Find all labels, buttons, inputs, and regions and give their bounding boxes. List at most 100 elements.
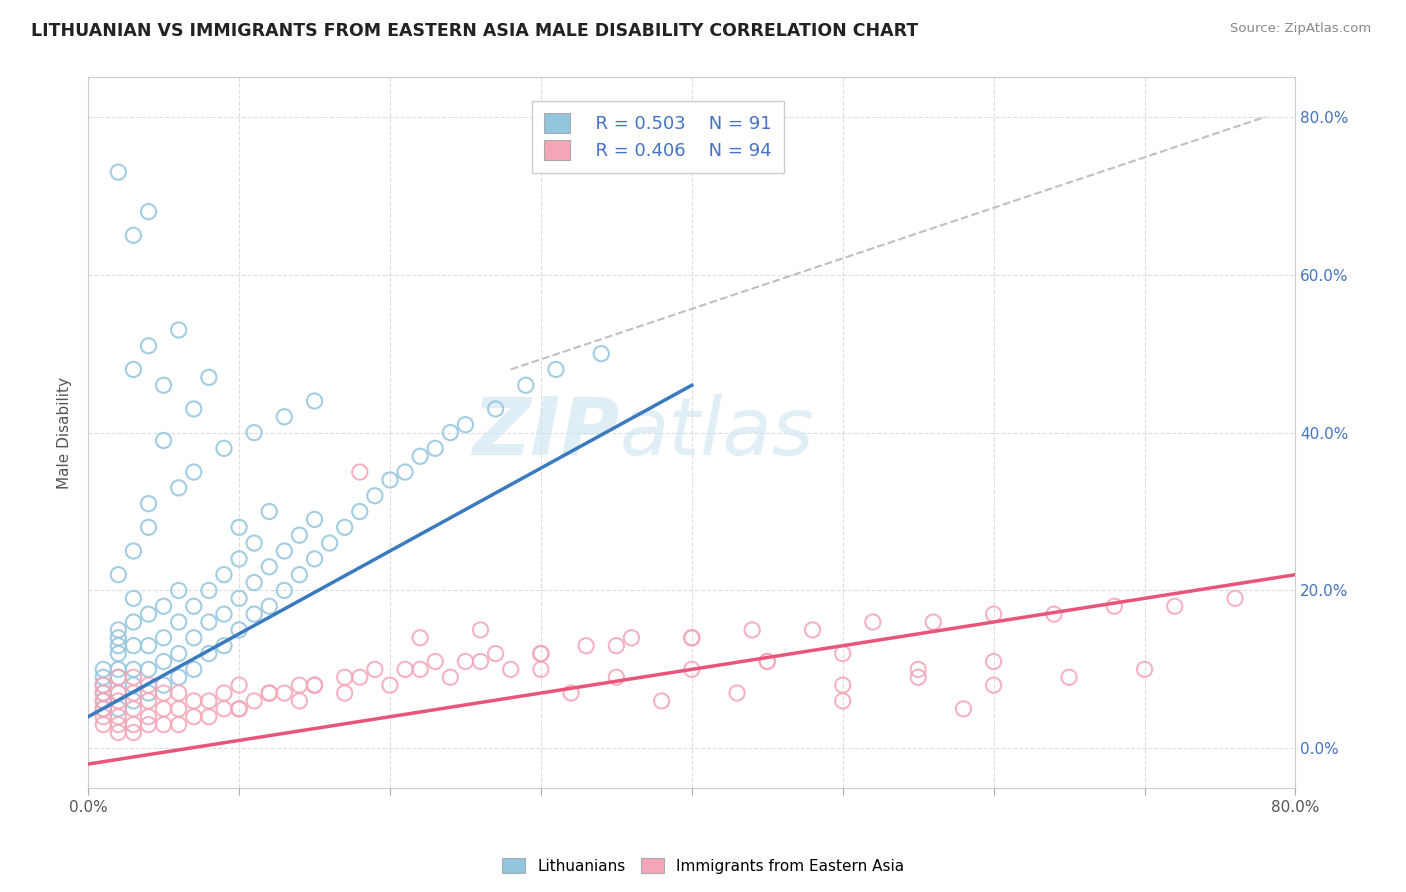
Point: [107, 623, 129, 637]
Point: [228, 552, 250, 566]
Point: [243, 607, 266, 621]
Point: [183, 694, 205, 708]
Point: [91, 678, 114, 692]
Point: [439, 425, 461, 440]
Point: [333, 686, 356, 700]
Point: [454, 655, 477, 669]
Point: [530, 647, 553, 661]
Point: [91, 717, 114, 731]
Point: [183, 631, 205, 645]
Point: [801, 623, 824, 637]
Point: [952, 702, 974, 716]
Point: [831, 694, 853, 708]
Point: [591, 346, 613, 360]
Point: [91, 670, 114, 684]
Point: [620, 631, 643, 645]
Point: [138, 204, 160, 219]
Point: [364, 662, 387, 676]
Point: [425, 655, 447, 669]
Point: [122, 228, 145, 243]
Point: [183, 465, 205, 479]
Point: [409, 450, 432, 464]
Point: [409, 662, 432, 676]
Point: [91, 662, 114, 676]
Point: [107, 725, 129, 739]
Point: [349, 465, 371, 479]
Point: [349, 670, 371, 684]
Point: [273, 409, 295, 424]
Point: [183, 401, 205, 416]
Point: [681, 631, 703, 645]
Point: [198, 694, 221, 708]
Point: [198, 710, 221, 724]
Point: [257, 686, 280, 700]
Point: [922, 615, 945, 629]
Point: [454, 417, 477, 432]
Point: [152, 378, 174, 392]
Point: [91, 694, 114, 708]
Point: [107, 662, 129, 676]
Point: [470, 623, 492, 637]
Point: [167, 686, 190, 700]
Text: Source: ZipAtlas.com: Source: ZipAtlas.com: [1230, 22, 1371, 36]
Point: [122, 591, 145, 606]
Point: [91, 702, 114, 716]
Point: [378, 473, 401, 487]
Point: [1104, 599, 1126, 614]
Point: [560, 686, 582, 700]
Point: [122, 362, 145, 376]
Point: [257, 504, 280, 518]
Point: [681, 662, 703, 676]
Point: [243, 425, 266, 440]
Legend:   R = 0.503    N = 91,   R = 0.406    N = 94: R = 0.503 N = 91, R = 0.406 N = 94: [531, 101, 785, 173]
Legend: Lithuanians, Immigrants from Eastern Asia: Lithuanians, Immigrants from Eastern Asi…: [496, 852, 910, 880]
Point: [304, 678, 326, 692]
Point: [167, 717, 190, 731]
Point: [243, 575, 266, 590]
Point: [138, 717, 160, 731]
Point: [183, 662, 205, 676]
Point: [152, 631, 174, 645]
Point: [183, 599, 205, 614]
Point: [107, 686, 129, 700]
Point: [152, 434, 174, 448]
Point: [1133, 662, 1156, 676]
Point: [228, 623, 250, 637]
Point: [167, 647, 190, 661]
Point: [122, 544, 145, 558]
Point: [605, 639, 627, 653]
Point: [212, 567, 235, 582]
Point: [91, 710, 114, 724]
Point: [107, 670, 129, 684]
Point: [831, 678, 853, 692]
Point: [138, 339, 160, 353]
Point: [107, 165, 129, 179]
Point: [831, 647, 853, 661]
Point: [439, 670, 461, 684]
Point: [575, 639, 598, 653]
Point: [273, 583, 295, 598]
Point: [288, 567, 311, 582]
Point: [485, 647, 508, 661]
Point: [544, 362, 567, 376]
Point: [138, 686, 160, 700]
Point: [212, 639, 235, 653]
Point: [107, 647, 129, 661]
Point: [349, 504, 371, 518]
Point: [152, 678, 174, 692]
Point: [138, 694, 160, 708]
Text: atlas: atlas: [620, 393, 814, 472]
Point: [288, 678, 311, 692]
Point: [198, 370, 221, 384]
Point: [756, 655, 779, 669]
Point: [152, 599, 174, 614]
Point: [499, 662, 522, 676]
Point: [304, 552, 326, 566]
Point: [288, 528, 311, 542]
Point: [91, 678, 114, 692]
Point: [138, 607, 160, 621]
Point: [425, 442, 447, 456]
Point: [273, 544, 295, 558]
Point: [138, 678, 160, 692]
Point: [1043, 607, 1066, 621]
